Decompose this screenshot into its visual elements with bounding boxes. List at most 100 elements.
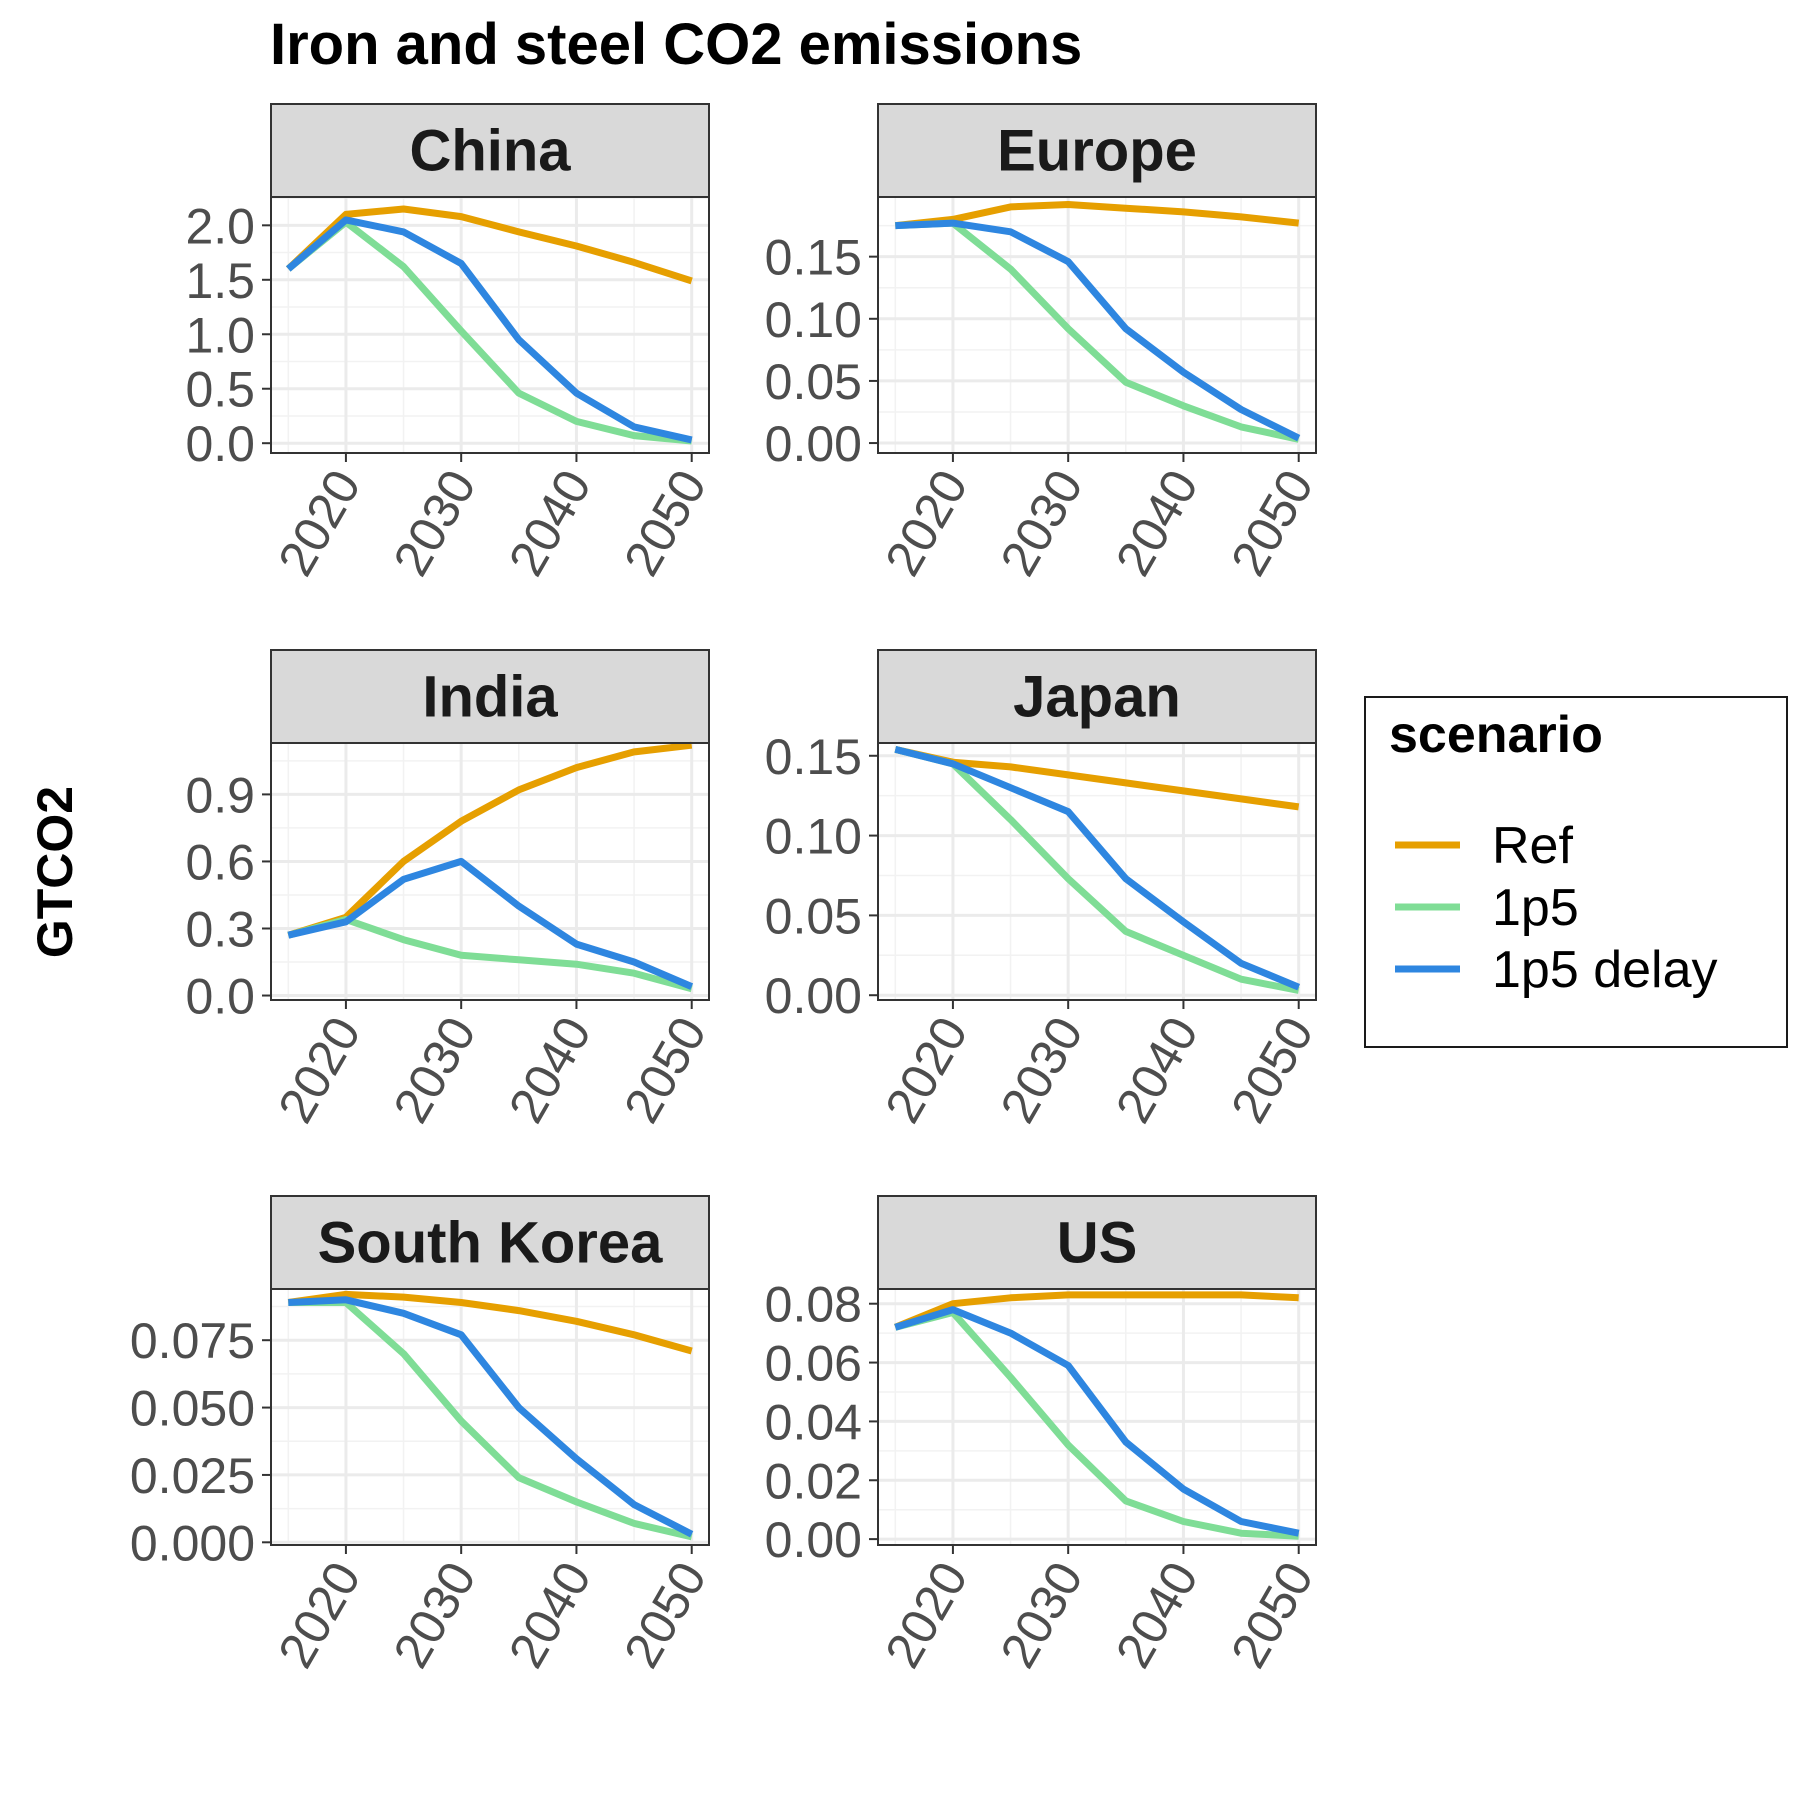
legend-label: 1p5 <box>1492 879 1579 937</box>
plot-area <box>878 743 1316 1000</box>
x-tick-label: 2050 <box>613 1008 717 1132</box>
y-axis-label: GTCO2 <box>27 786 83 958</box>
x-tick-label: 2050 <box>1220 1553 1324 1677</box>
y-tick-label: 1.0 <box>185 307 255 363</box>
x-tick-label: 2040 <box>498 1553 602 1677</box>
y-tick-label: 0.0 <box>185 969 255 1025</box>
chart-title: Iron and steel CO2 emissions <box>270 12 1082 77</box>
series-line-1p5 <box>286 218 693 445</box>
y-tick-label: 0.05 <box>765 354 862 410</box>
y-tick-label: 0.00 <box>765 1512 862 1568</box>
x-tick-label: 2050 <box>1220 1008 1324 1132</box>
x-tick-label: 2020 <box>267 1008 371 1132</box>
x-tick-label: 2050 <box>613 461 717 585</box>
x-tick-label: 2050 <box>1220 461 1324 585</box>
panel-europe: Europe 0.00 0.05 0.10 0.15 2020 2030 2040 2050 <box>765 103 1324 585</box>
series-line-1p5 <box>895 219 1300 443</box>
y-tick-label: 0.5 <box>185 362 255 418</box>
facet-label: South Korea <box>318 1211 664 1276</box>
y-tick-label: 0.075 <box>130 1313 255 1369</box>
x-tick-label: 2020 <box>874 461 978 585</box>
facet-strip <box>270 649 710 744</box>
panel-china: China 0.00.51.01.52.0 2020 2030 2040 2050 <box>185 103 717 585</box>
y-tick-label: 0.9 <box>185 767 255 823</box>
series-line-1p5 <box>288 1299 693 1541</box>
legend-label: Ref <box>1492 817 1573 875</box>
series-line-ref <box>287 741 693 939</box>
y-tick-label: 0.3 <box>185 901 255 957</box>
x-tick-label: 2030 <box>383 461 487 585</box>
plot-area <box>271 197 709 453</box>
y-tick-label: 0.15 <box>765 729 862 785</box>
x-tick-label: 2040 <box>1105 1008 1209 1132</box>
series-line-1p5 <box>894 746 1300 994</box>
series-line-ref <box>894 201 1300 230</box>
panel-border <box>877 1288 1317 1546</box>
panel-border <box>877 742 1317 1001</box>
y-tick-label: 0.6 <box>185 834 255 890</box>
panel-border <box>270 742 710 1001</box>
series-line-1p5-delay <box>894 1306 1300 1537</box>
series-line-1p5-delay <box>287 857 694 990</box>
series-line-ref <box>894 745 1300 811</box>
x-tick-label: 2030 <box>990 1553 1094 1677</box>
x-tick-label: 2030 <box>383 1553 487 1677</box>
series-line-ref <box>285 205 693 285</box>
panel-border <box>270 1288 710 1546</box>
facet-label: Japan <box>1013 665 1181 730</box>
series-line-ref <box>893 1291 1299 1331</box>
facet-strip <box>877 1195 1317 1290</box>
y-tick-label: 0.10 <box>765 809 862 865</box>
y-tick-label: 0.10 <box>765 292 862 348</box>
panel-us: US 0.000.020.040.060.08 2020 2030 2040 2050 <box>765 1195 1324 1677</box>
y-tick-label: 0.02 <box>765 1453 862 1509</box>
panel-border <box>877 196 1317 454</box>
y-tick-label: 0.00 <box>765 416 862 472</box>
series-line-1p5 <box>287 916 693 993</box>
plot-area <box>878 1289 1316 1545</box>
series-line-1p5-delay <box>894 746 1301 991</box>
y-tick-label: 0.0 <box>185 416 255 472</box>
y-tick-label: 2.0 <box>185 198 255 254</box>
series-line-1p5 <box>894 1309 1299 1540</box>
y-tick-label: 0.050 <box>130 1381 255 1437</box>
legend-box <box>1364 696 1788 1048</box>
facet-label: China <box>409 119 571 184</box>
y-tick-label: 0.06 <box>765 1336 862 1392</box>
y-tick-label: 0.15 <box>765 230 862 286</box>
facet-strip <box>877 649 1317 744</box>
x-tick-label: 2030 <box>990 1008 1094 1132</box>
y-tick-label: 0.00 <box>765 968 862 1024</box>
x-tick-label: 2020 <box>874 1008 978 1132</box>
y-tick-label: 0.04 <box>765 1394 862 1450</box>
series-line-1p5-delay <box>895 219 1301 442</box>
x-tick-label: 2040 <box>1105 461 1209 585</box>
x-tick-label: 2020 <box>874 1553 978 1677</box>
panel-border <box>270 196 710 454</box>
facet-label: US <box>1057 1211 1138 1276</box>
x-tick-label: 2020 <box>267 461 371 585</box>
x-tick-label: 2030 <box>383 1008 487 1132</box>
x-tick-label: 2040 <box>1105 1553 1209 1677</box>
facet-label: Europe <box>997 119 1197 184</box>
x-tick-label: 2020 <box>267 1553 371 1677</box>
facet-strip <box>877 103 1317 198</box>
series-line-1p5-delay <box>288 1296 694 1538</box>
x-tick-label: 2040 <box>498 1008 602 1132</box>
x-tick-label: 2040 <box>498 461 602 585</box>
legend-title: scenario <box>1389 706 1603 764</box>
series-line-ref <box>287 1290 693 1355</box>
y-tick-label: 0.000 <box>130 1515 255 1571</box>
y-tick-label: 0.025 <box>130 1448 255 1504</box>
x-tick-label: 2050 <box>613 1553 717 1677</box>
facet-label: India <box>422 665 558 730</box>
panel-india: India 0.0 0.3 0.6 0.9 2020 2030 2040 2050 <box>185 649 717 1132</box>
x-tick-label: 2030 <box>990 461 1094 585</box>
y-tick-label: 1.5 <box>185 253 255 309</box>
y-tick-label: 0.05 <box>765 888 862 944</box>
